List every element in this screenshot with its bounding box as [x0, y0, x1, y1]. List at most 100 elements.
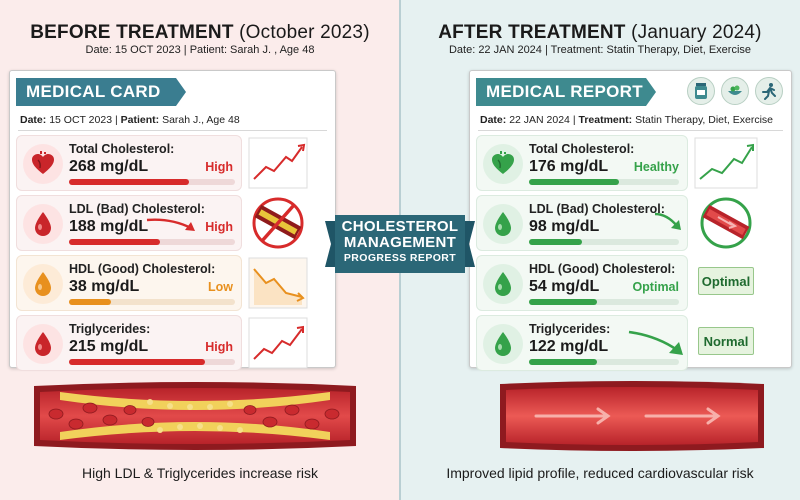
level-bar-fill [69, 359, 206, 365]
metric-row-total: Total Cholesterol: 176 mg/dL Healthy [476, 135, 786, 195]
arrow-down-icon [628, 330, 683, 355]
metric-value: 176 mg/dL [529, 158, 609, 175]
level-bar-fill [529, 299, 597, 305]
arrow-down-icon [654, 212, 681, 230]
level-bar [529, 299, 679, 305]
before-subtitle: Date: 15 OCT 2023 | Patient: Sarah J. , … [85, 44, 315, 56]
metric-label: Total Cholesterol: [529, 142, 635, 156]
metric-label: HDL (Good) Cholesterol: [529, 262, 676, 276]
status-badge: Optimal [632, 280, 679, 294]
level-bar [69, 239, 235, 245]
trend-up-chart-icon [248, 137, 308, 189]
normal-badge: Normal [698, 327, 754, 355]
card-meta: Date: 22 JAN 2024 | Treatment: Statin Th… [480, 114, 774, 126]
optimal-badge: Optimal [698, 267, 754, 295]
metric-row-ldl: LDL (Bad) Cholesterol: 188 mg/dL High [16, 195, 330, 255]
level-bar-fill [69, 179, 189, 185]
status-badge: High [205, 160, 233, 174]
level-bar-fill [529, 179, 619, 185]
trend-up-chart-icon [694, 137, 758, 189]
heart-icon [23, 144, 63, 184]
before-caption: High LDL & Triglycerides increase risk [81, 465, 318, 481]
level-bar-fill [529, 239, 582, 245]
metric-row-ldl: LDL (Bad) Cholesterol: 98 mg/dL [476, 195, 786, 255]
metric-value: 215 mg/dL [69, 338, 149, 355]
running-person-icon [755, 77, 783, 105]
status-badge: High [205, 340, 233, 354]
after-caption: Improved lipid profile, reduced cardiova… [446, 465, 754, 481]
metric-value: 188 mg/dL [69, 218, 149, 235]
treatment-icons [687, 77, 783, 105]
blood-drop-icon [483, 264, 523, 304]
metric-label: LDL (Bad) Cholesterol: [69, 202, 205, 216]
metric-box: HDL (Good) Cholesterol: 38 mg/dL Low [16, 255, 242, 311]
ribbon-text: CHOLESTEROL MANAGEMENT PROGRESS REPORT [325, 219, 475, 265]
status-badge: Healthy [633, 160, 679, 174]
metric-value: 268 mg/dL [69, 158, 149, 175]
metric-box: LDL (Bad) Cholesterol: 188 mg/dL High [16, 195, 242, 251]
arrow-icon [146, 218, 195, 231]
medical-card: MEDICAL CARD Date: 15 OCT 2023 | Patient… [9, 70, 336, 371]
metric-row-triglycerides: Triglycerides: 215 mg/dL High [16, 315, 330, 375]
medical-report-header: MEDICAL REPORT [476, 78, 656, 106]
before-title: BEFORE TREATMENT (October 2023) [30, 22, 370, 43]
level-bar [69, 179, 235, 185]
level-bar [69, 299, 235, 305]
metric-box: Total Cholesterol: 268 mg/dL High [16, 135, 242, 191]
divider [18, 130, 327, 131]
healthy-food-icon [721, 77, 749, 105]
metric-label: LDL (Bad) Cholesterol: [529, 202, 665, 216]
metric-box: Triglycerides: 215 mg/dL High [16, 315, 242, 371]
metric-value: 98 mg/dL [529, 218, 600, 235]
metric-row-hdl: HDL (Good) Cholesterol: 54 mg/dL Optimal… [476, 255, 786, 315]
metric-label: Triglycerides: [529, 322, 611, 336]
card-meta: Date: 15 OCT 2023 | Patient: Sarah J., A… [20, 114, 240, 126]
level-bar [529, 179, 679, 185]
after-subtitle: Date: 22 JAN 2024 | Treatment: Statin Th… [448, 44, 752, 56]
level-bar [69, 359, 235, 365]
metric-row-triglycerides: Triglycerides: 122 mg/dL Normal [476, 315, 786, 375]
metric-label: Total Cholesterol: [69, 142, 175, 156]
ribbon-shape [325, 215, 475, 273]
blood-drop-icon [23, 324, 63, 364]
level-bar-fill [69, 239, 161, 245]
ribbon-line-2: MANAGEMENT [343, 234, 457, 251]
metric-row-hdl: HDL (Good) Cholesterol: 38 mg/dL Low [16, 255, 330, 315]
blood-drop-icon [483, 324, 523, 364]
level-bar [529, 359, 679, 365]
clear-artery-illustration [500, 381, 764, 451]
metric-value: 54 mg/dL [529, 278, 600, 295]
metric-box: LDL (Bad) Cholesterol: 98 mg/dL [476, 195, 688, 251]
pill-bottle-icon [687, 77, 715, 105]
clogged-artery-icon [252, 197, 304, 249]
metric-value: 122 mg/dL [529, 338, 609, 355]
status-badge: High [205, 220, 233, 234]
metric-label: HDL (Good) Cholesterol: [69, 262, 216, 276]
clogged-artery-illustration [34, 382, 356, 450]
clear-artery-icon [700, 197, 752, 249]
metric-row-total: Total Cholesterol: 268 mg/dL High [16, 135, 330, 195]
metric-box: Total Cholesterol: 176 mg/dL Healthy [476, 135, 688, 191]
medical-card-header: MEDICAL CARD [16, 78, 186, 106]
level-bar-fill [69, 299, 111, 305]
metric-label: Triglycerides: [69, 322, 151, 336]
status-badge: Low [208, 280, 233, 294]
ribbon-line-1: CHOLESTEROL [341, 218, 459, 235]
level-bar [529, 239, 679, 245]
center-ribbon: CHOLESTEROL MANAGEMENT PROGRESS REPORT [325, 213, 475, 275]
after-title: AFTER TREATMENT (January 2024) [438, 22, 762, 43]
blood-drop-icon [23, 204, 63, 244]
trend-up-chart-icon [248, 317, 308, 369]
metric-value: 38 mg/dL [69, 278, 140, 295]
heart-icon [483, 144, 523, 184]
blood-drop-icon [23, 264, 63, 304]
metric-box: Triglycerides: 122 mg/dL [476, 315, 688, 371]
blood-drop-icon [483, 204, 523, 244]
level-bar-fill [529, 359, 597, 365]
ribbon-line-3: PROGRESS REPORT [343, 252, 457, 264]
divider [478, 130, 783, 131]
trend-down-chart-icon [248, 257, 308, 309]
before-panel: BEFORE TREATMENT (October 2023) Date: 15… [0, 0, 400, 500]
medical-report: MEDICAL REPORT Date: 22 JAN 2024 | Treat… [469, 70, 792, 371]
metric-box: HDL (Good) Cholesterol: 54 mg/dL Optimal [476, 255, 688, 311]
